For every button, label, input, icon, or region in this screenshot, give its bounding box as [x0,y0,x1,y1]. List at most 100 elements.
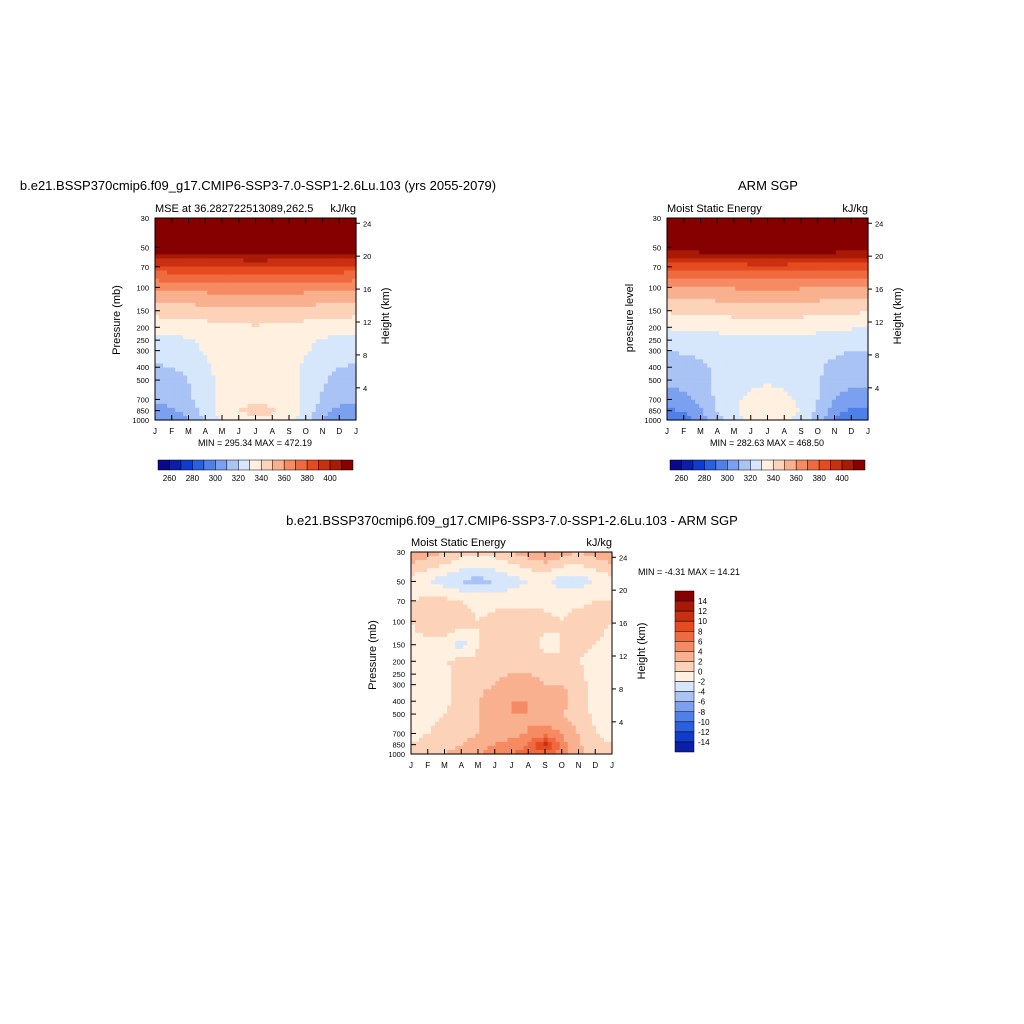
contour-cell [751,323,757,328]
contour-cell [195,323,200,328]
contour-cell [739,327,744,332]
contour-cell [259,270,265,276]
contour-cell [703,314,708,320]
contour-cell [267,262,273,268]
contour-cell [855,282,861,288]
contour-cell [827,379,833,385]
contour-cell [279,359,285,365]
contour-cell [811,294,817,300]
contour-cell [159,411,164,417]
contour-cell [823,250,829,255]
contour-cell [795,246,801,251]
contour-cell [791,242,797,247]
contour-cell [835,371,841,377]
contour-cell [271,290,277,296]
contour-cell [723,282,728,288]
contour-cell [179,339,184,344]
contour-cell [683,355,688,360]
contour-cell [331,323,337,328]
contour-cell [707,327,712,332]
contour-cell [851,270,857,276]
contour-cell [811,258,817,264]
contour-cell [175,327,180,332]
contour-cell [263,355,269,360]
contour-cell [699,319,704,324]
contour-cell [299,282,305,288]
contour-cell [191,359,196,365]
contour-cell [259,230,265,235]
contour-cell [775,278,781,284]
contour-cell [191,343,196,348]
contour-cell [859,343,865,348]
contour-cell [767,379,773,385]
contour-cell [291,399,297,405]
contour-cell [311,347,317,352]
contour-cell [187,375,192,381]
panel-model-title: b.e21.BSSP370cmip6.f09_g17.CMIP6-SSP3-7.… [20,178,496,193]
contour-cell [775,343,781,348]
contour-cell [799,331,805,336]
contour-cell [283,298,289,304]
contour-cell [291,363,297,369]
contour-cell [303,323,309,328]
contour-cell [787,403,793,409]
contour-cell [255,254,261,259]
contour-cell [179,306,184,312]
contour-cell [703,375,708,381]
contour-cell [183,339,188,344]
contour-cell [199,298,204,304]
contour-cell [743,319,748,324]
contour-cell [695,355,700,360]
contour-cell [211,278,216,284]
contour-cell [263,246,269,251]
contour-cell [235,327,241,332]
contour-cell [271,403,277,409]
contour-cell [195,391,200,397]
contour-cell [823,230,829,235]
contour-cell [247,415,253,421]
contour-cell [699,298,704,304]
contour-cell [831,367,837,373]
contour-cell [847,310,853,316]
contour-cell [183,403,188,409]
contour-cell [179,218,184,223]
contour-cell [291,302,297,308]
contour-cell [183,222,188,227]
contour-cell [163,266,168,272]
contour-cell [719,258,724,264]
contour-cell [331,218,337,223]
contour-cell [155,218,160,223]
contour-cell [803,290,809,296]
contour-cell [343,339,349,344]
contour-cell [295,222,301,227]
contour-cell [267,375,273,381]
contour-cell [783,314,789,320]
contour-cell [335,387,341,393]
contour-cell [155,371,160,377]
contour-cell [203,323,208,328]
contour-cell [167,270,172,276]
contour-cell [831,395,837,401]
contour-cell [759,343,765,348]
colorbar-box [306,459,319,471]
contour-cell [723,371,728,377]
contour-cell [803,230,809,235]
contour-cell [159,298,164,304]
contour-cell [263,310,269,316]
contour-cell [743,270,748,276]
contour-cell [827,367,833,373]
contour-cell [683,383,688,389]
contour-cell [787,367,793,373]
contour-cell [319,282,325,288]
contour-cell [675,294,680,300]
contour-cell [323,415,329,421]
contour-cell [671,278,676,284]
contour-cell [675,310,680,316]
contour-cell [807,335,813,340]
contour-cell [863,290,869,296]
contour-cell [311,246,317,251]
contour-cell [251,395,257,401]
contour-cell [159,218,164,223]
contour-cell [771,306,777,312]
contour-cell [667,383,672,389]
